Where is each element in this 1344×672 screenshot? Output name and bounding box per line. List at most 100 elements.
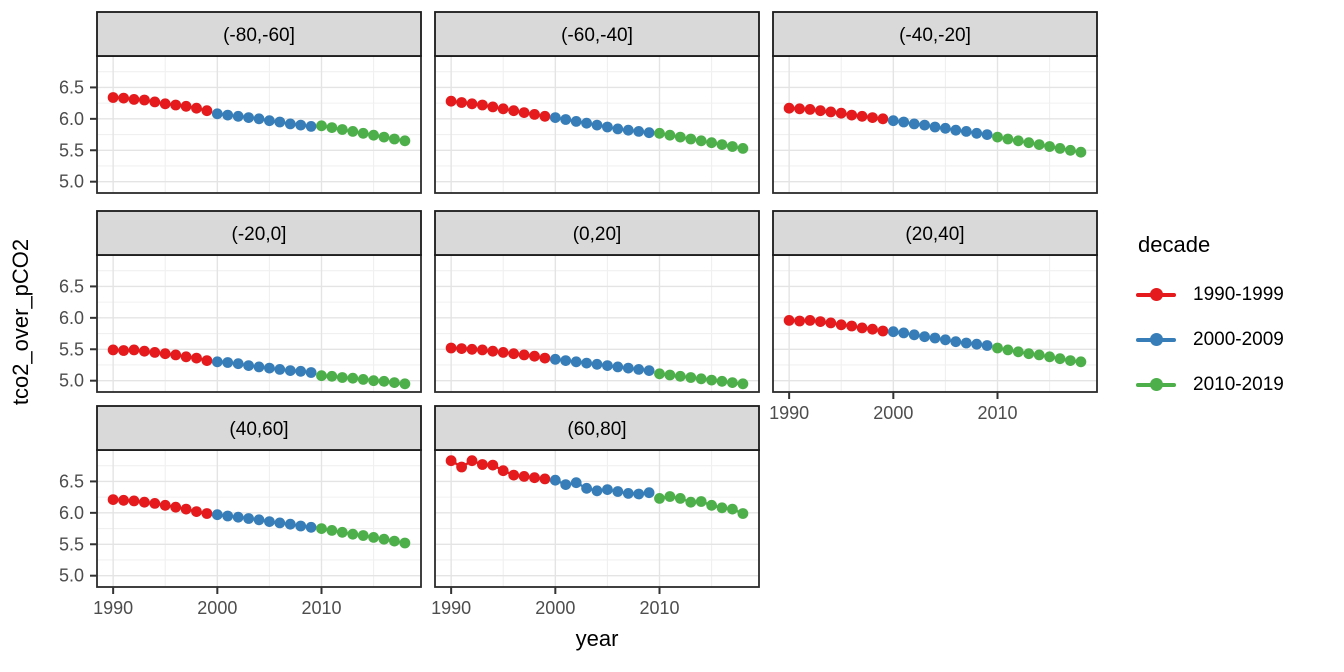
data-point [389,377,400,388]
data-point [274,517,286,529]
legend-entry-2000-2009: 2000-2009 [1136,317,1284,362]
data-point [508,348,520,360]
data-point [497,347,509,358]
data-point [128,344,140,356]
data-point [825,317,837,329]
y-tick-label: 6.0 [59,503,84,523]
data-point [497,465,509,477]
data-point [243,360,255,371]
facet-strip [96,11,422,57]
data-point [201,105,213,117]
data-point [602,484,613,495]
data-point [706,137,717,149]
series-2000-2009 [211,356,317,378]
series-2000-2009 [887,326,993,351]
y-tick-label: 6.0 [59,308,84,328]
data-point [487,459,499,471]
data-point [898,116,910,128]
facet-strip-label: (60,80] [567,419,626,440]
data-point [1033,139,1045,151]
data-point [477,459,488,470]
data-point [487,101,499,113]
data-point [887,326,899,338]
x-axis-title: year [575,626,619,651]
data-point [466,98,478,110]
data-point [316,523,327,534]
data-point [856,322,868,334]
data-point [622,124,634,136]
facet-strip-label: (-20,0] [232,224,287,245]
data-point [950,124,962,136]
data-point [295,520,307,532]
x-tick-label: 1990 [769,403,809,423]
series-2010-2019 [316,120,411,147]
y-tick-label: 6.5 [59,77,84,97]
data-point [581,482,592,494]
series-2010-2019 [992,342,1087,368]
data-point [898,327,910,339]
data-point [336,526,348,538]
series-2000-2009 [211,108,317,132]
series-1990-1999 [445,342,551,364]
data-point [919,119,930,131]
data-point [180,100,192,112]
data-point [940,122,951,134]
data-point [549,474,561,486]
data-point [243,112,255,123]
series-2010-2019 [316,370,411,390]
data-point [1012,346,1024,358]
data-point [357,127,369,139]
data-point [305,367,317,378]
data-point [274,364,286,375]
data-point [477,99,488,111]
data-point [284,518,296,530]
data-point [570,477,582,489]
data-point [950,336,962,348]
data-point [518,349,530,361]
data-point [727,141,738,152]
series-1990-1999 [107,494,213,519]
data-point [685,372,697,383]
data-point [622,362,634,374]
data-point [1075,146,1087,158]
data-point [170,349,182,361]
data-point [674,493,686,504]
data-point [992,342,1003,354]
data-point [1012,135,1024,147]
legend-entry-label: 2000-2009 [1193,328,1284,350]
series-1990-1999 [783,102,889,125]
data-point [305,521,317,533]
data-point [929,121,941,133]
data-point [253,361,265,373]
data-point [1044,141,1055,152]
data-point [960,125,972,137]
data-point [264,516,275,527]
data-point [222,109,234,121]
data-point [326,122,338,133]
legend-title: decade [1138,232,1211,257]
data-point [815,105,826,117]
data-point [529,109,540,120]
panel-background [435,450,759,587]
facet-strip-label: (40,60] [229,419,288,440]
legend-entry-2010-2019: 2010-2019 [1136,362,1284,407]
data-point [305,121,317,132]
data-point [835,319,847,331]
data-point [654,127,665,139]
facet-strip-label: (-60,-40] [561,25,633,46]
data-point [971,338,983,350]
data-point [716,502,728,514]
data-point [570,116,582,127]
facet-strip [96,210,422,256]
data-point [180,351,192,363]
y-tick-label: 5.5 [59,140,84,160]
data-point [253,113,265,125]
data-point [118,494,129,506]
data-point [191,102,202,114]
y-tick-label: 5.0 [59,566,84,586]
data-point [654,368,665,380]
data-point [602,360,613,371]
data-point [581,357,592,369]
legend-entry-label: 2010-2019 [1193,373,1284,395]
data-point [368,129,379,141]
